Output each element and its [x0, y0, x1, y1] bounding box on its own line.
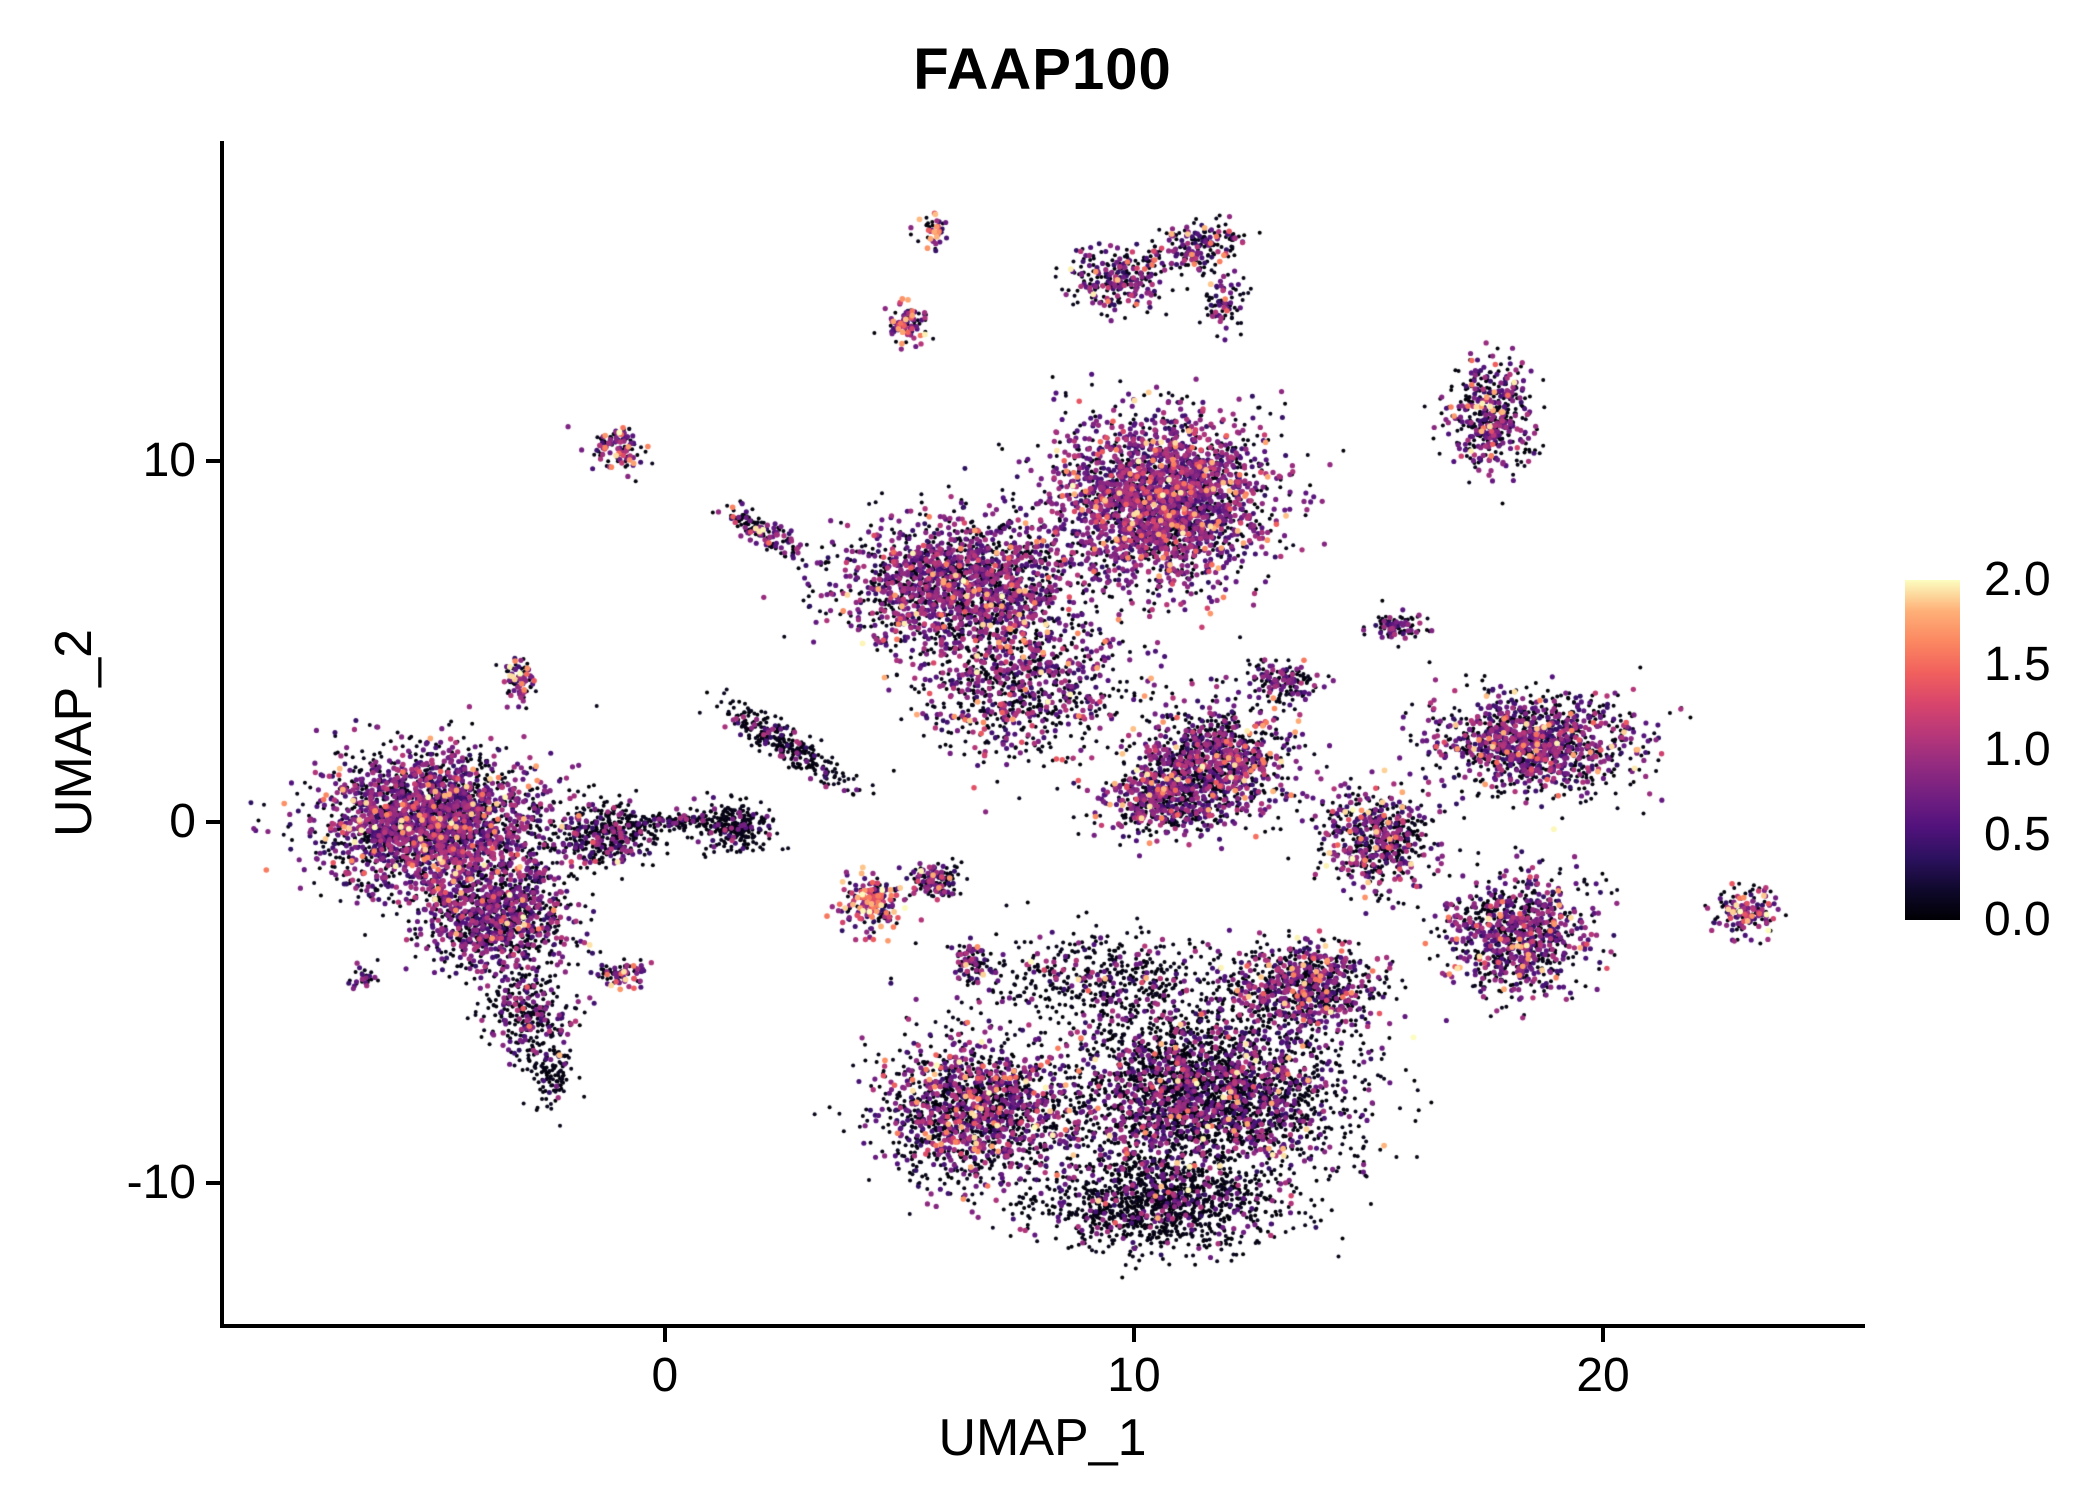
x-axis-tick-label: 0	[651, 1349, 679, 1402]
y-axis-tick-label: 10	[142, 433, 196, 487]
colorbar-tick-label: 0.5	[1984, 808, 2051, 861]
x-axis-line	[220, 1324, 1865, 1328]
y-axis-tick	[206, 1181, 220, 1186]
x-axis-tick-label: 10	[1107, 1349, 1161, 1402]
y-axis-tick-label: 0	[169, 794, 196, 848]
x-axis-tick	[1131, 1328, 1136, 1342]
x-axis-tick-label: 20	[1576, 1349, 1630, 1402]
colorbar-tick-label: 0.0	[1984, 893, 2051, 946]
y-axis-label: UMAP_2	[45, 628, 103, 838]
x-axis-tick	[662, 1328, 667, 1342]
y-axis-tick-label: -10	[126, 1156, 196, 1210]
x-axis-tick	[1601, 1328, 1606, 1342]
y-axis-tick	[206, 458, 220, 463]
y-axis-line	[220, 141, 224, 1328]
colorbar-tick-label: 1.5	[1984, 638, 2051, 691]
plot-title: FAAP100	[913, 37, 1172, 102]
colorbar-tick-label: 2.0	[1984, 553, 2051, 606]
colorbar-legend: 2.0 1.5 1.0 0.5 0.0	[1905, 553, 2095, 946]
colorbar-gradient	[1905, 580, 1960, 920]
colorbar-tick-label: 1.0	[1984, 723, 2051, 776]
y-axis-tick	[206, 819, 220, 824]
umap-scatter-canvas	[224, 143, 1861, 1324]
x-axis-label: UMAP_1	[938, 1409, 1147, 1467]
